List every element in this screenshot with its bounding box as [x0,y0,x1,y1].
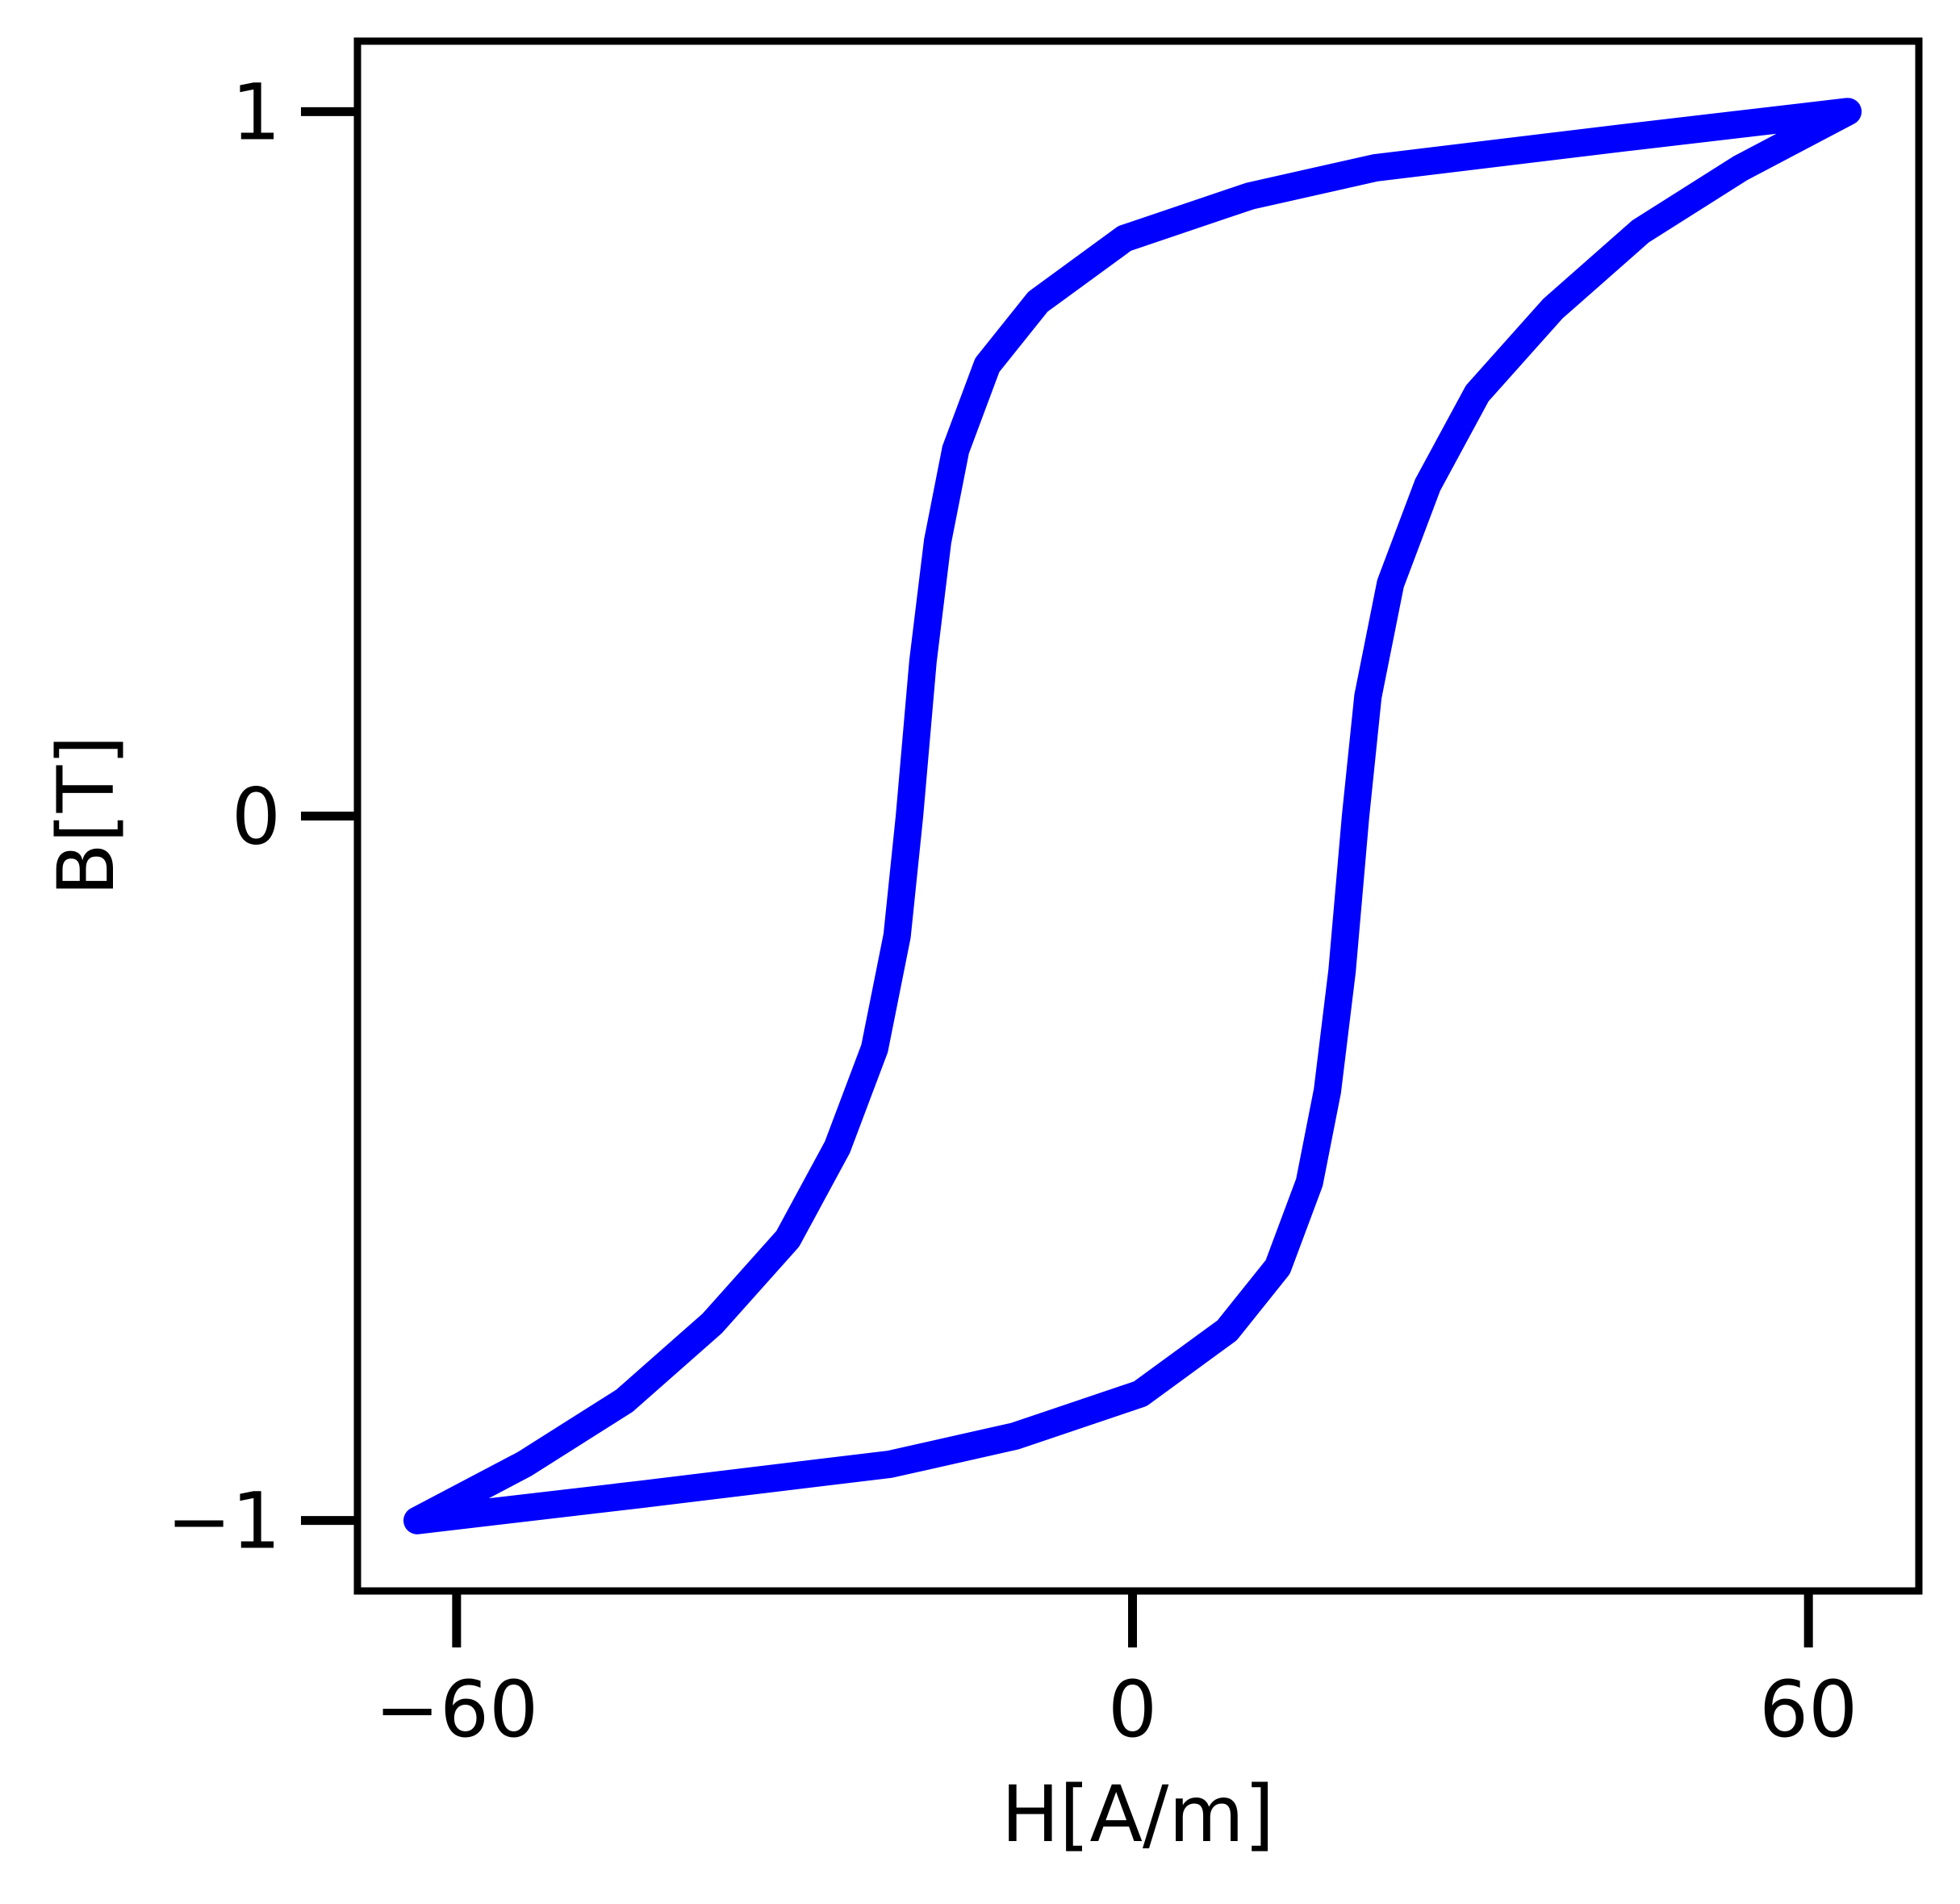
y-tick-label: 0 [232,772,281,862]
x-tick-label: −60 [375,1664,539,1755]
y-tick-label: −1 [166,1476,281,1567]
x-axis-label: H[A/m] [1001,1769,1275,1860]
y-axis-label: B[T] [41,735,132,896]
plot-frame [353,37,1923,1595]
x-tick-label: 0 [1108,1664,1157,1755]
data-line [403,98,1862,1534]
y-tick-label: 1 [232,67,281,157]
x-tick-label: 60 [1759,1664,1858,1755]
